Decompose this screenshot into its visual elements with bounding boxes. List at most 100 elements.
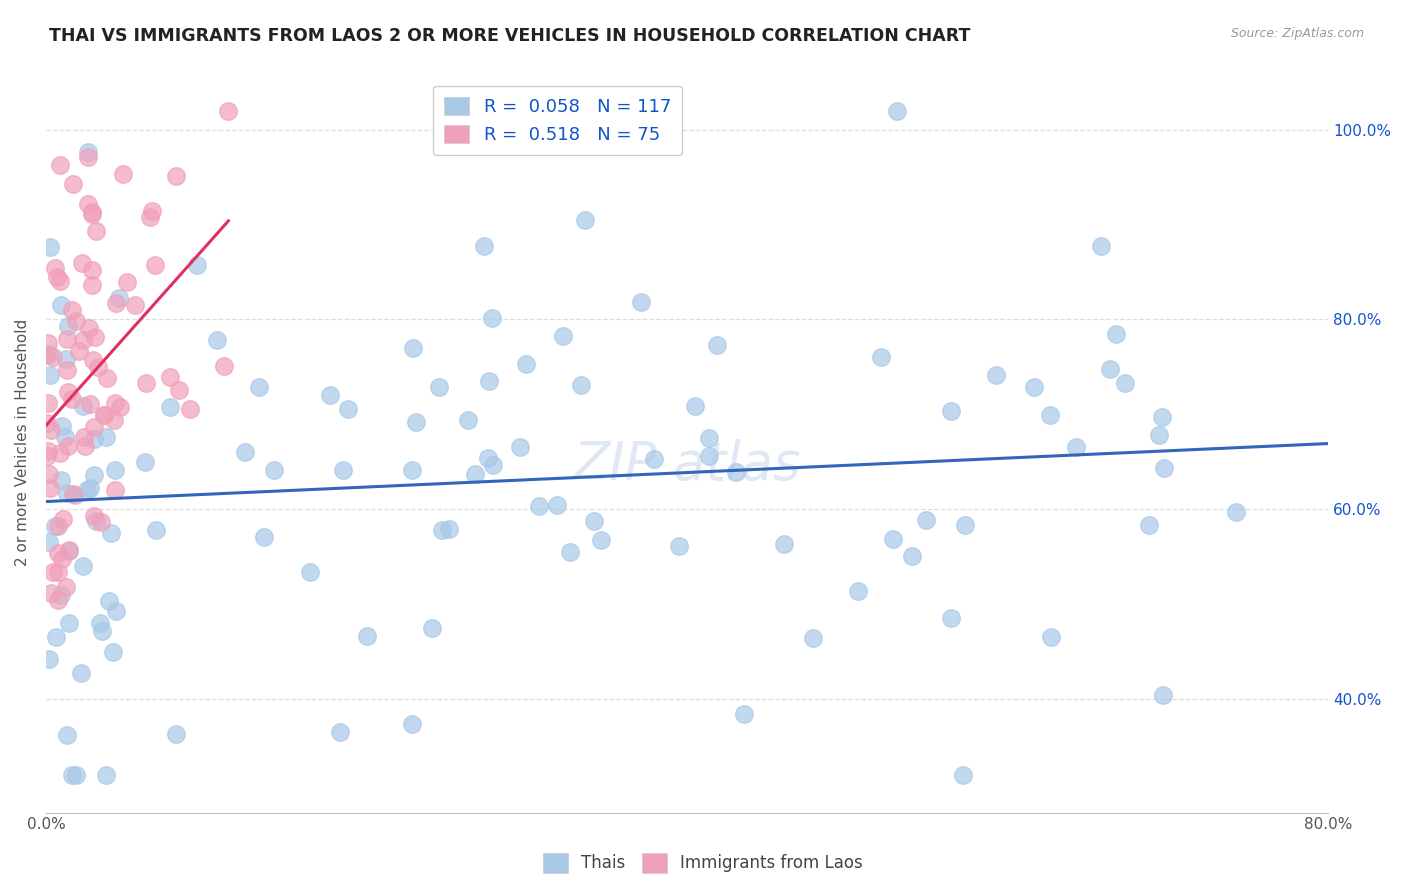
Point [77, 197, 100, 211]
Point [706, 338, 728, 352]
Point [77, 321, 100, 335]
Point [90, 515, 112, 529]
Point [58, 544, 80, 558]
Point [558, 545, 581, 559]
Point [56, 363, 79, 377]
Point [668, 539, 690, 553]
Point [37, 396, 59, 410]
Point [42, 350, 65, 364]
Point [546, 498, 568, 512]
Point [94, 430, 117, 444]
Point [773, 537, 796, 551]
Point [98, 593, 121, 607]
Point [83, 468, 105, 483]
Point [77, 145, 100, 159]
Point [53, 430, 76, 444]
Point [72, 333, 94, 347]
Point [697, 449, 720, 463]
Point [39, 368, 62, 382]
Point [72, 399, 94, 413]
Point [39, 423, 62, 437]
Point [1022, 380, 1045, 394]
Point [46, 593, 69, 607]
Text: THAI VS IMMIGRANTS FROM LAOS 2 OR MORE VEHICLES IN HOUSEHOLD CORRELATION CHART: THAI VS IMMIGRANTS FROM LAOS 2 OR MORE V… [49, 27, 970, 45]
Point [46, 269, 69, 284]
Point [166, 727, 188, 741]
Point [56, 385, 79, 400]
Point [80, 262, 103, 277]
Point [457, 413, 479, 427]
Point [80, 204, 103, 219]
Point [104, 396, 127, 410]
Point [1147, 427, 1170, 442]
Point [1152, 688, 1174, 702]
Point [165, 169, 187, 183]
Point [1039, 630, 1062, 644]
Point [1064, 441, 1087, 455]
Point [135, 376, 157, 390]
Point [77, 150, 100, 164]
Point [38, 481, 60, 495]
Point [56, 728, 79, 742]
Point [319, 388, 342, 402]
Text: ZIP atlas: ZIP atlas [574, 439, 801, 491]
Point [725, 466, 748, 480]
Point [94, 767, 117, 781]
Point [915, 512, 938, 526]
Point [1090, 239, 1112, 253]
Point [84, 514, 107, 528]
Point [108, 292, 131, 306]
Point [984, 368, 1007, 383]
Point [38, 467, 60, 481]
Point [124, 298, 146, 312]
Point [96, 371, 118, 385]
Point [1137, 518, 1160, 533]
Point [1039, 409, 1062, 423]
Point [104, 604, 127, 618]
Point [70, 666, 93, 681]
Point [1105, 326, 1128, 341]
Point [108, 400, 131, 414]
Point [58, 615, 80, 630]
Point [51, 419, 73, 434]
Point [685, 400, 707, 414]
Point [37, 444, 59, 458]
Point [332, 463, 354, 477]
Point [80, 277, 103, 292]
Point [84, 329, 107, 343]
Point [38, 652, 60, 666]
Point [103, 645, 125, 659]
Point [186, 259, 208, 273]
Point [134, 455, 156, 469]
Point [58, 543, 80, 558]
Point [100, 526, 122, 541]
Point [35, 417, 58, 431]
Point [48, 158, 70, 172]
Point [481, 458, 503, 472]
Point [49, 274, 72, 288]
Point [583, 514, 606, 528]
Point [51, 298, 73, 312]
Point [112, 167, 135, 181]
Point [79, 397, 101, 411]
Point [1098, 362, 1121, 376]
Point [509, 440, 531, 454]
Point [478, 374, 501, 388]
Point [65, 767, 87, 781]
Point [58, 439, 80, 453]
Point [870, 351, 893, 365]
Point [55, 352, 77, 367]
Point [179, 402, 201, 417]
Point [233, 445, 256, 459]
Point [45, 630, 67, 644]
Point [477, 450, 499, 465]
Point [643, 452, 665, 467]
Point [49, 446, 72, 460]
Point [145, 523, 167, 537]
Point [401, 717, 423, 731]
Point [104, 463, 127, 477]
Point [515, 357, 537, 371]
Point [51, 551, 73, 566]
Point [104, 483, 127, 498]
Point [402, 341, 425, 355]
